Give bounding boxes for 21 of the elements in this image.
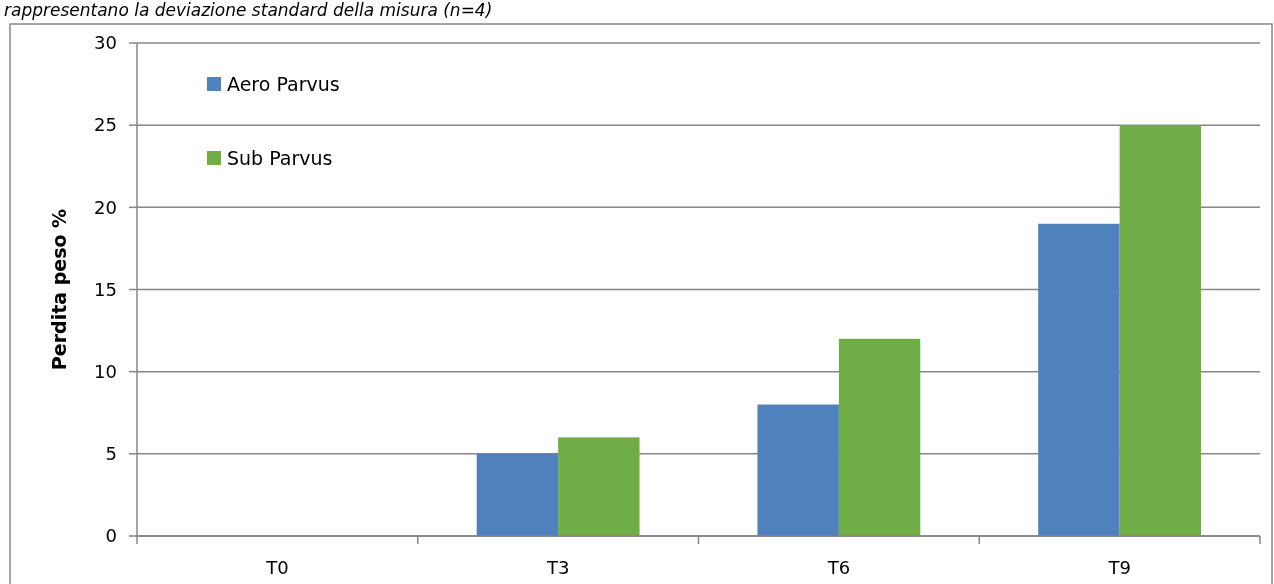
x-tick-label: T0 xyxy=(265,557,289,578)
x-tick-label: T6 xyxy=(826,557,851,578)
y-axis-title: Perdita peso % xyxy=(48,208,70,371)
x-tick-label: T3 xyxy=(545,557,570,578)
text: rappresentano la deviazione standard della misura (n=4) xyxy=(4,0,493,20)
bar xyxy=(558,437,640,536)
y-tick-label: 0 xyxy=(105,525,117,547)
y-tick-label: 15 xyxy=(94,278,117,300)
legend-label: Sub Parvus xyxy=(227,146,333,169)
bar xyxy=(476,453,559,536)
legend-label: Aero Parvus xyxy=(227,72,340,95)
bar xyxy=(757,404,839,536)
bar xyxy=(1038,223,1120,536)
y-tick-label: 5 xyxy=(105,443,117,465)
x-tick-label: T9 xyxy=(1107,557,1131,578)
y-tick-label: 20 xyxy=(94,196,117,218)
bar xyxy=(1119,125,1202,536)
y-tick-label: 25 xyxy=(94,114,117,136)
y-tick-label: 10 xyxy=(94,360,117,382)
bar xyxy=(838,338,921,536)
y-tick-label: 30 xyxy=(94,32,117,54)
